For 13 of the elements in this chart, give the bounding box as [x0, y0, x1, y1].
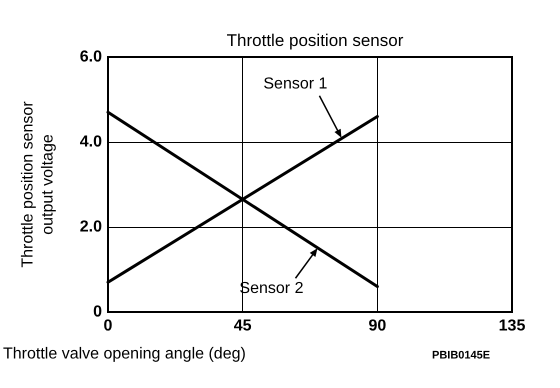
x-axis-title: Throttle valve opening angle (deg) [3, 346, 246, 362]
x-tick-label: 0 [104, 318, 113, 334]
annotation: Sensor 1 [263, 75, 328, 92]
text: PBIB0145E [432, 350, 490, 362]
y-tick-label: 2.0 [80, 218, 102, 236]
x-tick-label: 90 [368, 318, 386, 334]
y-axis-title: Throttle position sensor output voltage [20, 100, 56, 268]
y-tick-label: 6.0 [80, 48, 102, 66]
x-tick-label: 135 [498, 318, 526, 334]
chart-title: Throttle position sensor [226, 31, 404, 50]
x-tick-label: 45 [234, 318, 252, 334]
y-tick-label: 0 [93, 304, 102, 320]
y-tick-label: 4.0 [80, 134, 102, 150]
